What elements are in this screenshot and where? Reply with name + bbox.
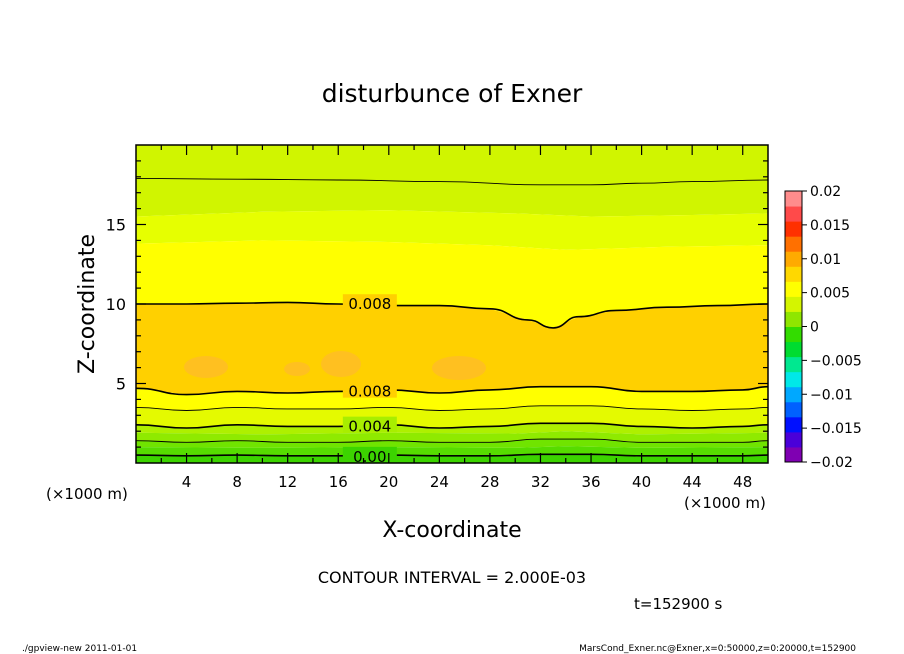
- contour-band: [136, 431, 768, 443]
- local-maxima-patches: [184, 351, 486, 380]
- contour-label: 0.004: [348, 418, 391, 436]
- colorbar-segment: [785, 311, 802, 327]
- contour-interval-text: CONTOUR INTERVAL = 2.000E-03: [318, 568, 586, 587]
- contour-band: [136, 386, 768, 411]
- contour-lines: [136, 177, 768, 457]
- time-text: t=152900 s: [634, 595, 722, 613]
- colorbar-segment: [785, 236, 802, 252]
- colorbar-tick-label: 0: [810, 320, 819, 336]
- contour-labels: 0.008 0.008 0.004 0.00: [342, 294, 397, 466]
- y-tick-label: 15: [106, 216, 126, 235]
- contour-label: 0.00: [353, 448, 386, 466]
- contour-band: [136, 423, 768, 435]
- colorbar-tick-label: 0.015: [810, 218, 850, 234]
- x-tick-label: 16: [329, 473, 348, 491]
- colorbar-segment: [785, 356, 802, 373]
- maximum-patch: [321, 351, 361, 377]
- colorbar-tick-label: −0.01: [810, 387, 853, 403]
- colorbar-segment: [785, 206, 802, 222]
- filled-contour-bands: [136, 145, 768, 463]
- y-tick-label: 10: [106, 295, 126, 314]
- contour-line: [136, 453, 768, 457]
- x-unit-left: (×1000 m): [46, 485, 128, 503]
- contour-band: [136, 240, 768, 328]
- colorbar-segment: [785, 341, 802, 358]
- x-axis-title: X-coordinate: [382, 518, 521, 543]
- x-tick-label: 36: [581, 473, 600, 491]
- x-tick-label: 44: [683, 473, 702, 491]
- contour-line: [136, 405, 768, 411]
- colorbar-segment: [785, 191, 802, 207]
- colorbar-segment: [785, 281, 802, 297]
- contour-band: [136, 210, 768, 250]
- colorbar-segment: [785, 416, 802, 433]
- maximum-patch: [432, 356, 486, 380]
- maximum-patch: [184, 356, 228, 378]
- colorbar-segment: [785, 326, 802, 343]
- contour-label-bg: [342, 294, 397, 311]
- colorbar-segment: [785, 386, 802, 403]
- contour-band: [136, 405, 768, 428]
- colorbar-segment: [785, 251, 802, 267]
- contour-label: 0.008: [348, 295, 391, 313]
- contour-label: 0.008: [348, 383, 391, 401]
- colorbar-tick-label: −0.005: [810, 353, 862, 369]
- x-tick-label: 32: [531, 473, 550, 491]
- x-tick-label: 48: [733, 473, 752, 491]
- x-tick-label: 28: [480, 473, 499, 491]
- footer-right: MarsCond_Exner.nc@Exner,x=0:50000,z=0:20…: [579, 644, 856, 654]
- chart-title: disturbunce of Exner: [322, 79, 583, 108]
- contour-band: [136, 439, 768, 448]
- y-tick-label: 5: [116, 375, 126, 394]
- contour-line: [136, 438, 768, 443]
- x-tick-label: 8: [232, 473, 242, 491]
- maximum-patch: [284, 362, 310, 376]
- contour-label-bg: [342, 381, 397, 398]
- x-tick-label: 40: [632, 473, 651, 491]
- contour-label-bg: [342, 446, 397, 463]
- contour-line: [136, 385, 768, 396]
- contour-label-bg: [342, 416, 397, 433]
- colorbar-tick-label: 0.02: [810, 184, 841, 200]
- contour-line: [136, 422, 768, 429]
- colorbar-tick-label: −0.02: [810, 455, 853, 471]
- x-tick-label: 20: [379, 473, 398, 491]
- y-axis-title: Z-coordinate: [75, 234, 100, 374]
- colorbar-tick-label: −0.015: [810, 421, 862, 437]
- colorbar-segment: [785, 221, 802, 237]
- colorbar-tick-label: 0.01: [810, 252, 841, 268]
- contour-line: [136, 301, 768, 329]
- x-tick-label: 4: [182, 473, 192, 491]
- colorbar-segment: [785, 446, 802, 463]
- colorbar-segment: [785, 431, 802, 448]
- colorbar-segment: [785, 401, 802, 418]
- footer-left: ./gpview-new 2011-01-01: [22, 644, 137, 654]
- x-unit-right: (×1000 m): [684, 494, 766, 512]
- colorbar-segment: [785, 266, 802, 282]
- contour-band: [136, 302, 768, 395]
- x-tick-label: 12: [278, 473, 297, 491]
- colorbar-tick-label: 0.005: [810, 286, 850, 302]
- contour-line: [136, 177, 768, 186]
- colorbar: [785, 191, 802, 463]
- colorbar-segment: [785, 296, 802, 312]
- contour-band: [136, 446, 768, 456]
- colorbar-segment: [785, 371, 802, 388]
- x-tick-label: 24: [430, 473, 449, 491]
- colorbar-ticks: 0.02 0.015 0.01 0.005 0 −0.005 −0.01 −0.015 −0.0…: [802, 184, 862, 471]
- contour-band: [136, 145, 768, 217]
